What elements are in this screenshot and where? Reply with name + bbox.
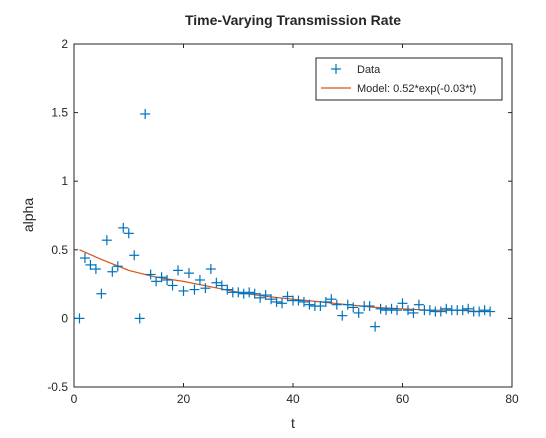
data-point (151, 276, 162, 287)
x-axis-ticks: 0 20 40 60 80 (71, 44, 519, 406)
data-point (364, 301, 375, 312)
data-point (173, 265, 184, 276)
data-point (107, 266, 118, 277)
data-point (381, 305, 392, 316)
data-point (282, 291, 293, 302)
x-tick-label: 60 (396, 392, 410, 406)
data-point (200, 283, 211, 294)
data-point (123, 228, 134, 239)
x-tick-label: 40 (286, 392, 300, 406)
data-point (255, 292, 266, 303)
y-tick-label: 2 (61, 37, 68, 51)
data-point (271, 296, 282, 307)
data-point (293, 295, 304, 306)
data-point (304, 299, 315, 310)
legend: Data Model: 0.52*exp(-0.03*t) (315, 57, 503, 101)
legend-box (315, 57, 503, 101)
data-point (298, 296, 309, 307)
data-point (353, 307, 364, 318)
data-point (205, 264, 216, 275)
data-point (266, 294, 277, 305)
data-point (140, 108, 151, 119)
y-tick-label: -0.5 (47, 380, 68, 394)
x-tick-label: 0 (71, 392, 78, 406)
data-point (479, 305, 490, 316)
data-point (129, 250, 140, 261)
data-markers-group (74, 108, 496, 332)
data-point (277, 298, 288, 309)
y-axis-ticks: -0.5 0 0.5 1 1.5 2 (47, 37, 512, 394)
y-tick-label: 1 (61, 174, 68, 188)
data-point (485, 306, 496, 317)
data-point (194, 274, 205, 285)
data-point (315, 301, 326, 312)
data-point (145, 269, 156, 280)
data-point (392, 305, 403, 316)
data-point (167, 280, 178, 291)
data-point (118, 222, 129, 233)
y-tick-label: 0.5 (51, 243, 68, 257)
legend-label-model: Model: 0.52*exp(-0.03*t) (357, 83, 476, 95)
data-point (386, 303, 397, 314)
data-point (90, 264, 101, 275)
data-point (441, 303, 452, 314)
data-point (424, 305, 435, 316)
data-point (216, 280, 227, 291)
y-axis-label: alpha (20, 198, 36, 232)
x-tick-label: 20 (177, 392, 191, 406)
x-tick-label: 80 (505, 392, 519, 406)
data-point (249, 288, 260, 299)
data-point (408, 307, 419, 318)
legend-data-marker (331, 64, 341, 74)
data-point (348, 302, 359, 313)
data-point (74, 313, 85, 324)
data-point (337, 310, 348, 321)
data-point (370, 321, 381, 332)
data-point (183, 268, 194, 279)
data-point (178, 285, 189, 296)
data-point (474, 306, 485, 317)
chart-title: Time-Varying Transmission Rate (185, 12, 401, 28)
data-point (375, 303, 386, 314)
data-point (463, 303, 474, 314)
data-point (397, 298, 408, 309)
data-point (457, 305, 468, 316)
data-point (244, 287, 255, 298)
plot-area (73, 43, 513, 388)
data-point (413, 299, 424, 310)
data-point (402, 305, 413, 316)
data-point (96, 288, 107, 299)
data-point (320, 296, 331, 307)
data-point (101, 235, 112, 246)
data-point (260, 290, 271, 301)
legend-label-data: Data (357, 64, 381, 76)
x-axis-label: t (291, 415, 295, 431)
data-point (85, 259, 96, 270)
data-point (331, 299, 342, 310)
data-point (222, 284, 233, 295)
data-point (156, 272, 167, 283)
data-point (162, 274, 173, 285)
data-point (112, 261, 123, 272)
data-point (233, 287, 244, 298)
y-tick-label: 1.5 (51, 106, 68, 120)
data-point (79, 253, 90, 264)
data-point (134, 313, 145, 324)
data-point (342, 299, 353, 310)
data-point (326, 294, 337, 305)
data-point (238, 288, 249, 299)
data-point (435, 306, 446, 317)
data-point (189, 284, 200, 295)
data-point (211, 277, 222, 288)
y-tick-label: 0 (61, 311, 68, 325)
